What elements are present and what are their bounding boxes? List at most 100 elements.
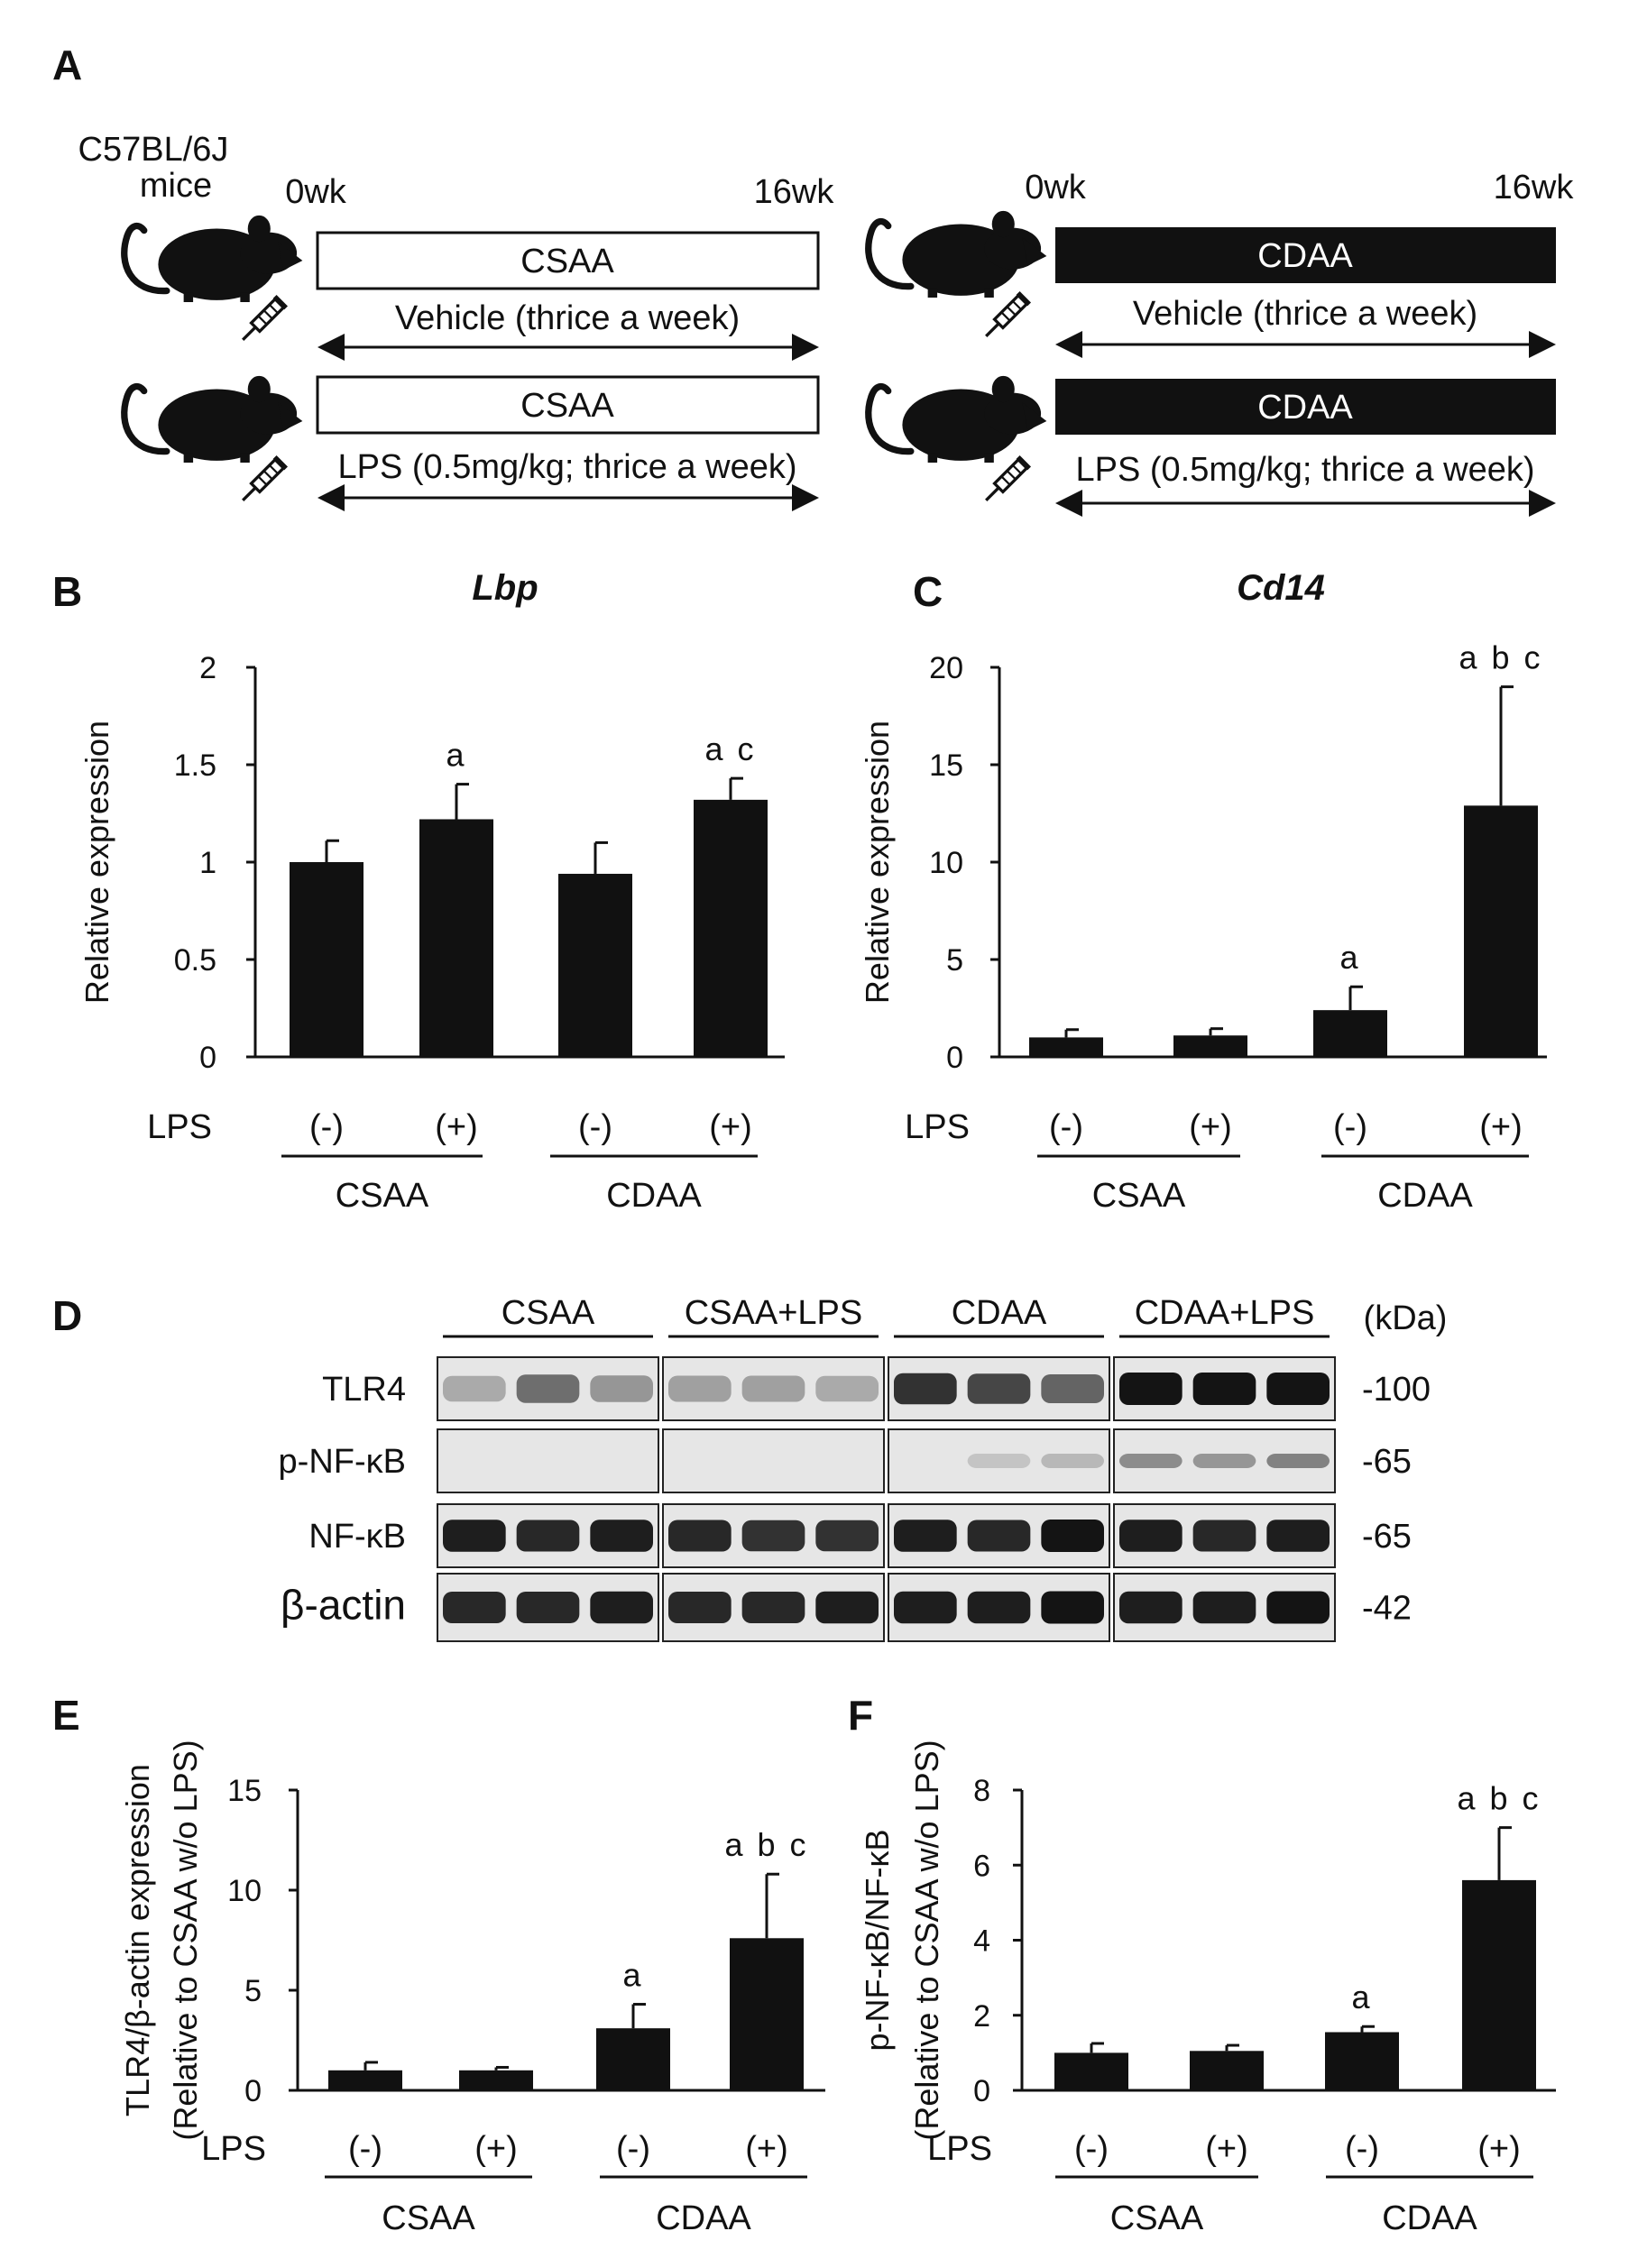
mouse-icon — [124, 216, 303, 302]
bar — [596, 2028, 670, 2090]
y-tick-label: 0 — [244, 2074, 262, 2108]
diet-bar-csaa — [316, 375, 820, 435]
lps-condition-label: (+) — [474, 2130, 518, 2168]
y-tick-label: 2 — [973, 1999, 990, 2034]
blot-band — [1119, 1454, 1182, 1468]
blot-band — [741, 1375, 805, 1402]
significance-label: a c — [704, 730, 756, 767]
mouse-icon — [124, 376, 303, 463]
bar — [419, 819, 493, 1057]
diet-bar-cdaa — [1055, 379, 1556, 435]
syringe-icon — [235, 454, 290, 508]
y-tick-label: 15 — [929, 748, 963, 783]
lps-condition-label: (-) — [1333, 1108, 1367, 1146]
blot-band — [815, 1375, 879, 1402]
significance-label: a — [1351, 1979, 1372, 2015]
lps-row-label: LPS — [905, 1108, 970, 1146]
group-label: CSAA — [336, 1177, 429, 1215]
kda-marker: -65 — [1362, 1518, 1412, 1556]
bar — [1464, 805, 1538, 1057]
blot-band — [590, 1520, 653, 1552]
panel-label-b: B — [52, 568, 82, 615]
blot-strip — [437, 1428, 659, 1493]
bar — [459, 2070, 533, 2090]
lps-row-label: LPS — [927, 2130, 992, 2168]
group-label: CDAA — [1382, 2199, 1477, 2237]
lps-condition-label: (-) — [309, 1108, 344, 1146]
treatment-label: Vehicle (thrice a week) — [395, 299, 740, 337]
lps-condition-label: (+) — [1479, 1108, 1523, 1146]
bar — [1173, 1035, 1247, 1057]
lane-group-label: CDAA — [952, 1294, 1047, 1332]
blot-band — [1119, 1591, 1182, 1624]
group-label: CDAA — [606, 1177, 702, 1215]
diet-bar-csaa — [316, 231, 820, 290]
significance-label: a — [446, 737, 466, 774]
start-week-label: 0wk — [1025, 169, 1087, 207]
blot-band — [1119, 1373, 1182, 1405]
bar — [328, 2070, 402, 2090]
chart-pnfkb-ratio: 0 2 4 6 8 p-NF-κB/NF-κB (Relative to CSAA w/o … — [859, 1740, 1556, 2237]
y-tick-label: 20 — [929, 651, 963, 685]
blot-band — [1192, 1591, 1256, 1624]
bar — [1190, 2051, 1264, 2090]
lps-condition-label: (+) — [1205, 2130, 1248, 2168]
bar — [1029, 1037, 1103, 1057]
y-tick-label: 0 — [973, 2074, 990, 2108]
blot-band — [516, 1520, 580, 1552]
start-week-label: 0wk — [285, 173, 347, 211]
group-label: CSAA — [1110, 2199, 1204, 2237]
lps-condition-label: (+) — [745, 2130, 788, 2168]
blot-band — [668, 1375, 732, 1402]
lps-condition-label: (-) — [616, 2130, 650, 2168]
mouse-icon — [869, 211, 1047, 298]
mouse-icon — [869, 376, 1047, 463]
blot-band — [967, 1454, 1031, 1468]
significance-label: a b c — [1459, 639, 1542, 676]
y-tick-label: 6 — [973, 1849, 990, 1883]
bar — [1313, 1010, 1387, 1057]
mouse-strain-label: C57BL/6J — [78, 131, 229, 169]
blot-band — [1041, 1454, 1104, 1468]
y-tick-label: 10 — [929, 846, 963, 880]
blot-band — [516, 1374, 580, 1403]
lane-group-label: CSAA — [502, 1294, 595, 1332]
bar — [290, 862, 363, 1057]
panel-label-e: E — [52, 1692, 80, 1739]
lps-condition-label: (-) — [1049, 1108, 1083, 1146]
blot-band — [1192, 1454, 1256, 1468]
diet-label: CSAA — [520, 387, 614, 425]
chart-title: Lbp — [472, 568, 538, 608]
panel-label-c: C — [913, 568, 943, 615]
y-axis-label-2: (Relative to CSAA w/o LPS) — [908, 1740, 945, 2140]
diet-bar-cdaa — [1055, 227, 1556, 283]
blot-band — [894, 1591, 957, 1624]
blot-row-label: TLR4 — [322, 1371, 406, 1409]
chart-cd14: Cd14 0 5 10 15 20 Relative expression (-) (+) a (-… — [859, 568, 1547, 1215]
kda-marker: -42 — [1362, 1590, 1412, 1628]
blot-band — [668, 1592, 732, 1623]
bar — [1325, 2032, 1399, 2090]
treatment-label: Vehicle (thrice a week) — [1133, 295, 1477, 333]
lps-condition-label: (+) — [1189, 1108, 1232, 1146]
blot-row-label: NF-κB — [308, 1518, 406, 1556]
blot-strip — [662, 1428, 885, 1493]
panel-label-d: D — [52, 1292, 82, 1339]
y-tick-label: 4 — [973, 1924, 990, 1959]
significance-label: a — [1339, 939, 1360, 976]
blot-band — [741, 1520, 805, 1552]
y-tick-label: 5 — [946, 943, 963, 978]
blot-band — [815, 1520, 879, 1552]
y-tick-label: 0 — [199, 1041, 216, 1075]
mouse-strain-label-2: mice — [140, 167, 212, 205]
group-label: CDAA — [1377, 1177, 1473, 1215]
lps-condition-label: (-) — [1345, 2130, 1379, 2168]
treatment-label: LPS (0.5mg/kg; thrice a week) — [1076, 451, 1535, 489]
blot-band — [894, 1373, 957, 1405]
blot-band — [815, 1591, 879, 1624]
blot-band — [443, 1375, 506, 1402]
y-axis-label: Relative expression — [859, 721, 896, 1004]
blot-band — [967, 1373, 1031, 1404]
bar — [694, 799, 768, 1057]
